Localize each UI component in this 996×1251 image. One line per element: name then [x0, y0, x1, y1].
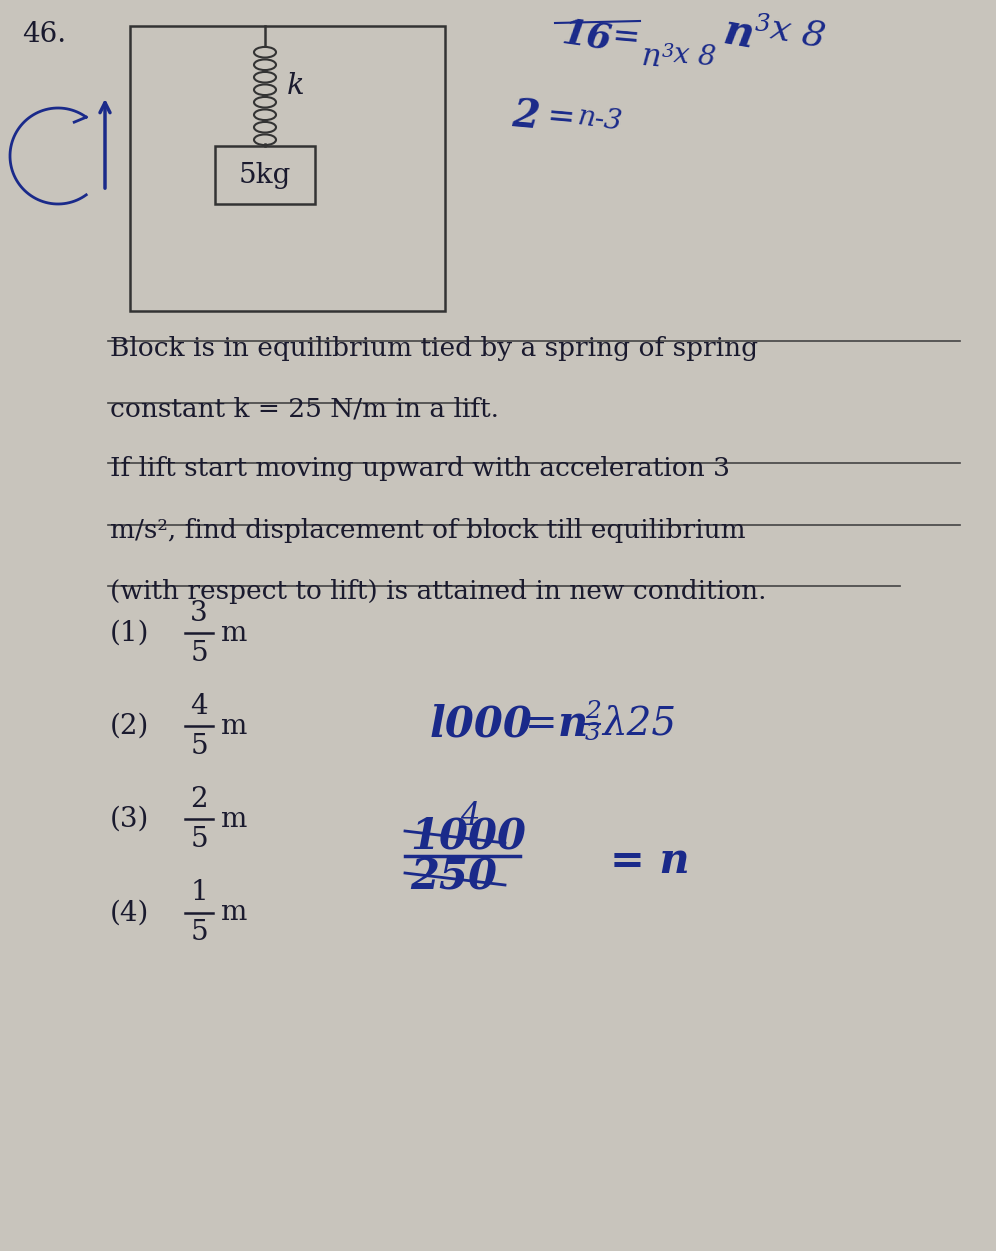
Text: 2: 2	[190, 786, 208, 812]
Text: 2: 2	[585, 699, 601, 723]
Text: (1): (1)	[110, 619, 149, 647]
Text: 1: 1	[190, 879, 208, 907]
Text: n: n	[720, 11, 757, 58]
Text: n-3: n-3	[575, 103, 623, 136]
Text: 1000: 1000	[410, 814, 526, 857]
Text: m: m	[220, 806, 246, 832]
Bar	[130, 26, 445, 311]
Text: 4: 4	[460, 801, 479, 832]
Text: 3: 3	[585, 722, 601, 744]
Text: 3: 3	[755, 13, 771, 36]
Text: λ25: λ25	[602, 706, 676, 743]
Text: =: =	[610, 21, 640, 55]
Text: 46.: 46.	[22, 21, 66, 48]
Text: =: =	[545, 101, 576, 135]
Text: m/s², find displacement of block till equilibrium: m/s², find displacement of block till eq…	[110, 518, 746, 543]
Text: n: n	[558, 703, 589, 746]
Text: m: m	[220, 899, 246, 927]
Text: 5kg: 5kg	[239, 161, 291, 189]
Text: x 8: x 8	[768, 11, 828, 54]
Text: 5: 5	[190, 919, 208, 947]
Text: 3: 3	[190, 599, 208, 627]
Text: (3): (3)	[110, 806, 149, 832]
Text: 5: 5	[190, 733, 208, 759]
Bar	[215, 146, 315, 204]
Text: m: m	[220, 619, 246, 647]
Text: x 8: x 8	[672, 41, 716, 71]
Text: k: k	[287, 73, 305, 100]
Text: 250: 250	[410, 857, 497, 899]
Text: (with respect to lift) is attained in new condition.: (with respect to lift) is attained in ne…	[110, 579, 767, 604]
Text: l000: l000	[430, 703, 533, 746]
Text: (2): (2)	[110, 713, 149, 739]
Text: 5: 5	[190, 826, 208, 852]
Text: n: n	[640, 41, 662, 74]
Text: If lift start moving upward with acceleration 3: If lift start moving upward with acceler…	[110, 457, 730, 480]
Text: Block is in equilibrium tied by a spring of spring: Block is in equilibrium tied by a spring…	[110, 337, 758, 362]
Text: 2: 2	[510, 96, 540, 136]
Text: constant k = 25 N/m in a lift.: constant k = 25 N/m in a lift.	[110, 397, 499, 422]
Text: = n: = n	[610, 839, 689, 882]
Text: m: m	[220, 713, 246, 739]
Text: (4): (4)	[110, 899, 149, 927]
Text: =: =	[525, 706, 558, 743]
Text: 16: 16	[560, 16, 615, 56]
Text: 4: 4	[190, 693, 208, 719]
Text: 5: 5	[190, 639, 208, 667]
Text: 3: 3	[662, 43, 674, 61]
